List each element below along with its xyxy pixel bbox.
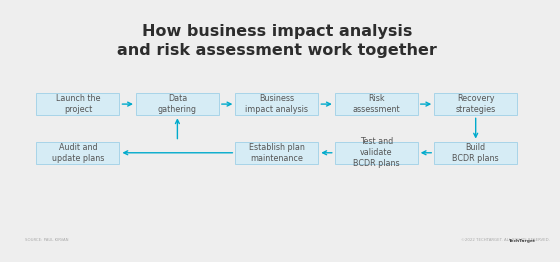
Text: Build
BCDR plans: Build BCDR plans bbox=[452, 143, 499, 163]
Text: Establish plan
maintenance: Establish plan maintenance bbox=[249, 143, 305, 163]
Text: ©2022 TECHTARGET. ALL RIGHTS RESERVED.: ©2022 TECHTARGET. ALL RIGHTS RESERVED. bbox=[461, 238, 550, 242]
FancyBboxPatch shape bbox=[36, 141, 119, 164]
Text: Business
impact analysis: Business impact analysis bbox=[245, 94, 309, 114]
FancyBboxPatch shape bbox=[235, 93, 318, 115]
FancyBboxPatch shape bbox=[235, 141, 318, 164]
FancyBboxPatch shape bbox=[434, 141, 517, 164]
Text: Launch the
project: Launch the project bbox=[55, 94, 100, 114]
Text: Test and
validate
BCDR plans: Test and validate BCDR plans bbox=[353, 137, 400, 168]
FancyBboxPatch shape bbox=[335, 93, 418, 115]
Text: Audit and
update plans: Audit and update plans bbox=[52, 143, 104, 163]
Text: Risk
assessment: Risk assessment bbox=[352, 94, 400, 114]
FancyBboxPatch shape bbox=[136, 93, 219, 115]
Text: TechTarget: TechTarget bbox=[509, 239, 536, 243]
Text: Data
gathering: Data gathering bbox=[158, 94, 197, 114]
FancyBboxPatch shape bbox=[434, 93, 517, 115]
Text: How business impact analysis
and risk assessment work together: How business impact analysis and risk as… bbox=[117, 24, 437, 58]
FancyBboxPatch shape bbox=[335, 141, 418, 164]
FancyBboxPatch shape bbox=[36, 93, 119, 115]
Text: SOURCE: PAUL KIRVAN: SOURCE: PAUL KIRVAN bbox=[25, 238, 69, 242]
Text: Recovery
strategies: Recovery strategies bbox=[456, 94, 496, 114]
